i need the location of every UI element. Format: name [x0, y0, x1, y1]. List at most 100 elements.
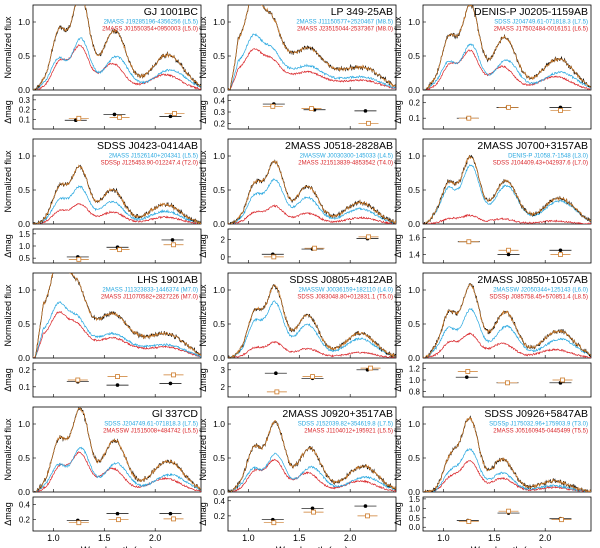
- primary-spectrum: [423, 448, 591, 492]
- y-tick-label: 1.0: [408, 285, 420, 295]
- panel: SDSS J0423-0414AB 2MASS J1526140+204341 (…: [3, 138, 202, 264]
- dmag-tick-label: 0.2: [214, 119, 226, 128]
- dmag-obs-point: [506, 252, 511, 257]
- dmag-template-point: [466, 115, 472, 121]
- template-spectrum: [33, 5, 201, 90]
- template-spectrum: [423, 283, 591, 358]
- x-tick-label: 1.0: [242, 533, 255, 543]
- x-axis-label: Wavelength (μm): [81, 545, 153, 548]
- panel: 2MASS J0700+3157AB DENIS-P J1058.7-1548 (…: [393, 138, 592, 264]
- template-spectrum: [33, 164, 201, 224]
- dmag-tick-label: 0.5: [19, 254, 31, 263]
- dmag-obs-point: [274, 371, 278, 376]
- primary-label: 2MASS J1526140+204341 (L5.5): [109, 154, 198, 160]
- dmag-template-point: [271, 520, 277, 526]
- x-tick-label: 1.5: [488, 533, 501, 543]
- primary-spectrum: [228, 300, 396, 358]
- dmag-template-point: [466, 239, 472, 245]
- dmag-template-point: [505, 380, 510, 386]
- dmag-tick-label: 0.3: [214, 108, 226, 117]
- secondary-spectrum: [33, 44, 201, 90]
- dmag-template-point: [368, 365, 373, 371]
- dmag-axis-label: Δmag: [198, 502, 208, 526]
- dmag-tick-label: 1.4: [409, 251, 421, 260]
- dmag-template-point: [172, 111, 177, 116]
- y-tick-label: 1.0: [408, 17, 420, 27]
- composite-spectrum: [33, 164, 201, 224]
- panel-title: 2MASS J0920+3517AB: [282, 408, 393, 420]
- dmag-tick-label: 1.2: [409, 365, 421, 374]
- panel-title: SDSS J0926+5847AB: [484, 408, 588, 420]
- dmag-tick-label: 2: [221, 383, 226, 392]
- y-tick-label: 0.0: [408, 353, 420, 363]
- primary-label: 2MASS J11323833-1446374 (M7.0): [102, 288, 198, 294]
- y-axis-label: Normalized flux: [198, 284, 208, 347]
- dmag-template-point: [506, 508, 511, 514]
- primary-spectrum: [423, 164, 591, 224]
- primary-label: SDSSp J175032.96+175903.9 (T3.0): [489, 422, 588, 428]
- secondary-spectrum: [33, 311, 201, 358]
- template-spectrum: [228, 420, 396, 492]
- primary-spectrum: [423, 307, 591, 358]
- panel-title: Gl 337CD: [152, 408, 199, 420]
- dmag-template-point: [116, 517, 121, 523]
- dmag-obs-point: [168, 511, 173, 516]
- dmag-axis-label: Δmag: [198, 234, 208, 258]
- dmag-axis-label: Δmag: [3, 502, 13, 526]
- panel: 2MASS J0850+1057AB 2MASSW J2050344+125143…: [393, 272, 592, 398]
- spectrum-frame: [227, 272, 397, 359]
- x-tick-label: 2.0: [539, 533, 552, 543]
- secondary-label: 2MASSW J1515008+484742 (L5.5): [103, 429, 198, 435]
- primary-label: 2MASS J19285196-4356256 (L5.5): [104, 20, 198, 26]
- y-tick-label: 0.5: [213, 51, 225, 61]
- dmag-axis-label: Δmag: [393, 502, 403, 526]
- dmag-frame: [422, 496, 592, 532]
- y-tick-label: 1.0: [213, 419, 225, 429]
- x-axis-label: Wavelength (μm): [276, 545, 348, 548]
- dmag-obs-point: [310, 506, 315, 511]
- panel-title: SDSS J0423-0414AB: [97, 140, 198, 152]
- dmag-frame: [32, 362, 202, 398]
- secondary-label: SDSSp J125453.90-012247.4 (T2.0): [101, 161, 198, 167]
- secondary-label: 2MASS J01550354+0950003 (L5.0): [102, 27, 198, 33]
- composite-spectrum: [423, 415, 591, 492]
- secondary-label: 2MASS J1104012+195921 (L5.5): [304, 429, 393, 435]
- dmag-obs-point: [112, 112, 117, 117]
- y-axis-label: Normalized flux: [198, 16, 208, 79]
- dmag-tick-label: 1.0: [19, 242, 31, 251]
- secondary-label: 2MASS J05160945-0445499 (T5.5): [493, 429, 588, 435]
- dmag-tick-label: 2: [221, 235, 226, 244]
- dmag-obs-point: [363, 504, 368, 508]
- y-tick-label: 0.0: [18, 487, 30, 497]
- y-tick-label: 1.0: [18, 151, 30, 161]
- y-tick-label: 1.0: [213, 17, 225, 27]
- dmag-tick-label: 0.2: [409, 99, 421, 108]
- secondary-spectrum: [228, 204, 396, 224]
- panel-title: GJ 1001BC: [144, 6, 199, 18]
- dmag-frame: [227, 496, 397, 532]
- panel: 2MASS J0920+3517AB SDSS J152039.82+354619…: [198, 406, 397, 548]
- primary-spectrum: [33, 184, 201, 224]
- y-tick-label: 1.0: [213, 285, 225, 295]
- dmag-tick-label: 0.1: [19, 383, 31, 392]
- dmag-tick-label: 3: [221, 366, 226, 375]
- composite-spectrum: [33, 273, 201, 358]
- y-axis-label: Normalized flux: [393, 16, 403, 79]
- y-tick-label: 0.0: [18, 219, 30, 229]
- template-spectrum: [33, 273, 201, 358]
- secondary-spectrum: [228, 48, 396, 90]
- dmag-template-point: [311, 509, 316, 515]
- spectrum-frame: [227, 4, 397, 91]
- spectrum-frame: [422, 138, 592, 225]
- y-tick-label: 1.0: [213, 151, 225, 161]
- y-tick-label: 1.0: [18, 419, 30, 429]
- y-tick-label: 0.0: [18, 353, 30, 363]
- dmag-template-point: [75, 377, 81, 383]
- spectrum-frame: [227, 138, 397, 225]
- y-tick-label: 0.5: [18, 185, 30, 195]
- dmag-frame: [32, 496, 202, 532]
- template-spectrum: [228, 159, 396, 224]
- spectrum-frame: [32, 406, 202, 493]
- template-spectrum: [424, 5, 591, 90]
- secondary-spectrum: [228, 458, 396, 492]
